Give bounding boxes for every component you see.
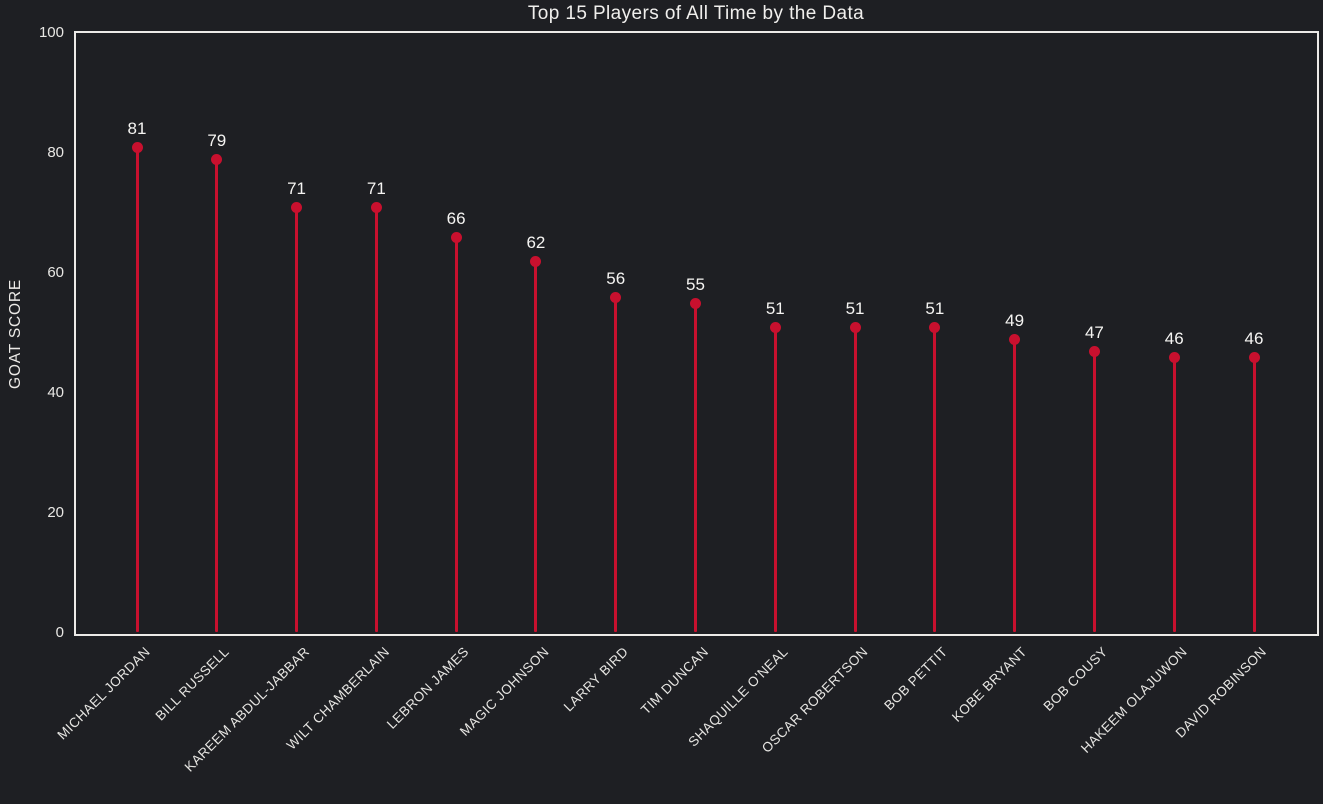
y-axis-tick-label: 60	[47, 264, 64, 281]
stem-dot	[291, 201, 303, 213]
stem-dot	[929, 321, 941, 333]
stem-dot	[1248, 351, 1260, 363]
value-label: 51	[845, 299, 865, 318]
value-label: 51	[925, 299, 945, 318]
value-label: 46	[1244, 329, 1264, 348]
value-label: 62	[526, 233, 546, 252]
stem-line	[135, 147, 139, 632]
y-axis-tick-label: 40	[47, 384, 64, 401]
stem-line	[694, 303, 697, 632]
stem-dot	[1088, 345, 1100, 357]
value-label: 71	[287, 179, 307, 198]
value-label: 56	[606, 269, 626, 288]
stem-line	[1092, 351, 1096, 632]
x-axis-tick-label: MAGIC JOHNSON	[456, 644, 552, 739]
stem-dot	[769, 321, 781, 333]
stem-line	[295, 207, 299, 632]
y-axis-tick-label: 100	[38, 24, 64, 41]
stem-dot	[1009, 333, 1021, 345]
y-axis-label: GOAT SCORE	[7, 279, 24, 389]
y-axis-tick-label: 80	[47, 144, 64, 161]
stem-line	[215, 159, 219, 632]
stem-dot	[610, 291, 622, 303]
stem-line	[374, 207, 378, 632]
chart-title: Top 15 Players of All Time by the Data	[527, 3, 865, 24]
stem-dot	[530, 255, 542, 267]
value-label: 66	[446, 209, 466, 228]
x-axis-tick-label: BOB PETTIT	[881, 644, 951, 714]
stem-line	[1172, 357, 1176, 632]
stem-line	[773, 327, 777, 632]
x-axis-tick-label: MICHAEL JORDAN	[54, 644, 153, 743]
value-label: 47	[1084, 323, 1104, 342]
x-axis-tick-label: DAVID ROBINSON	[1172, 644, 1270, 741]
value-label: 46	[1164, 329, 1184, 348]
y-axis-tick-label: 20	[47, 504, 64, 521]
x-axis-tick-label: LARRY BIRD	[560, 644, 632, 715]
stem-line	[454, 237, 458, 632]
x-axis-tick-label: KOBE BRYANT	[949, 644, 1031, 725]
x-axis-tick-label: LEBRON JAMES	[384, 644, 472, 732]
stem-line	[853, 327, 857, 632]
stem-dot	[849, 321, 861, 333]
x-axis-tick-label: BOB COUSY	[1040, 644, 1111, 714]
stem-line	[1252, 357, 1256, 632]
value-label: 51	[765, 299, 785, 318]
value-label: 81	[127, 119, 147, 138]
y-axis-tick-label: 0	[55, 624, 64, 641]
stem-dot	[450, 231, 462, 243]
x-axis-tick-label: BILL RUSSELL	[152, 644, 233, 724]
value-label: 71	[366, 179, 386, 198]
stem-dot	[370, 201, 382, 213]
value-label: 55	[686, 275, 705, 294]
plot-area	[74, 31, 1319, 636]
value-label: 79	[207, 131, 227, 150]
stem-line	[933, 327, 937, 632]
stem-line	[614, 297, 618, 632]
stem-dot	[1168, 351, 1180, 363]
stem-dot	[690, 297, 701, 309]
x-axis-tick-label: TIM DUNCAN	[637, 644, 712, 718]
stem-line	[534, 261, 538, 632]
stem-dot	[131, 141, 143, 153]
stem-dot	[211, 153, 223, 165]
value-label: 49	[1005, 311, 1025, 330]
stem-line	[1013, 339, 1017, 632]
